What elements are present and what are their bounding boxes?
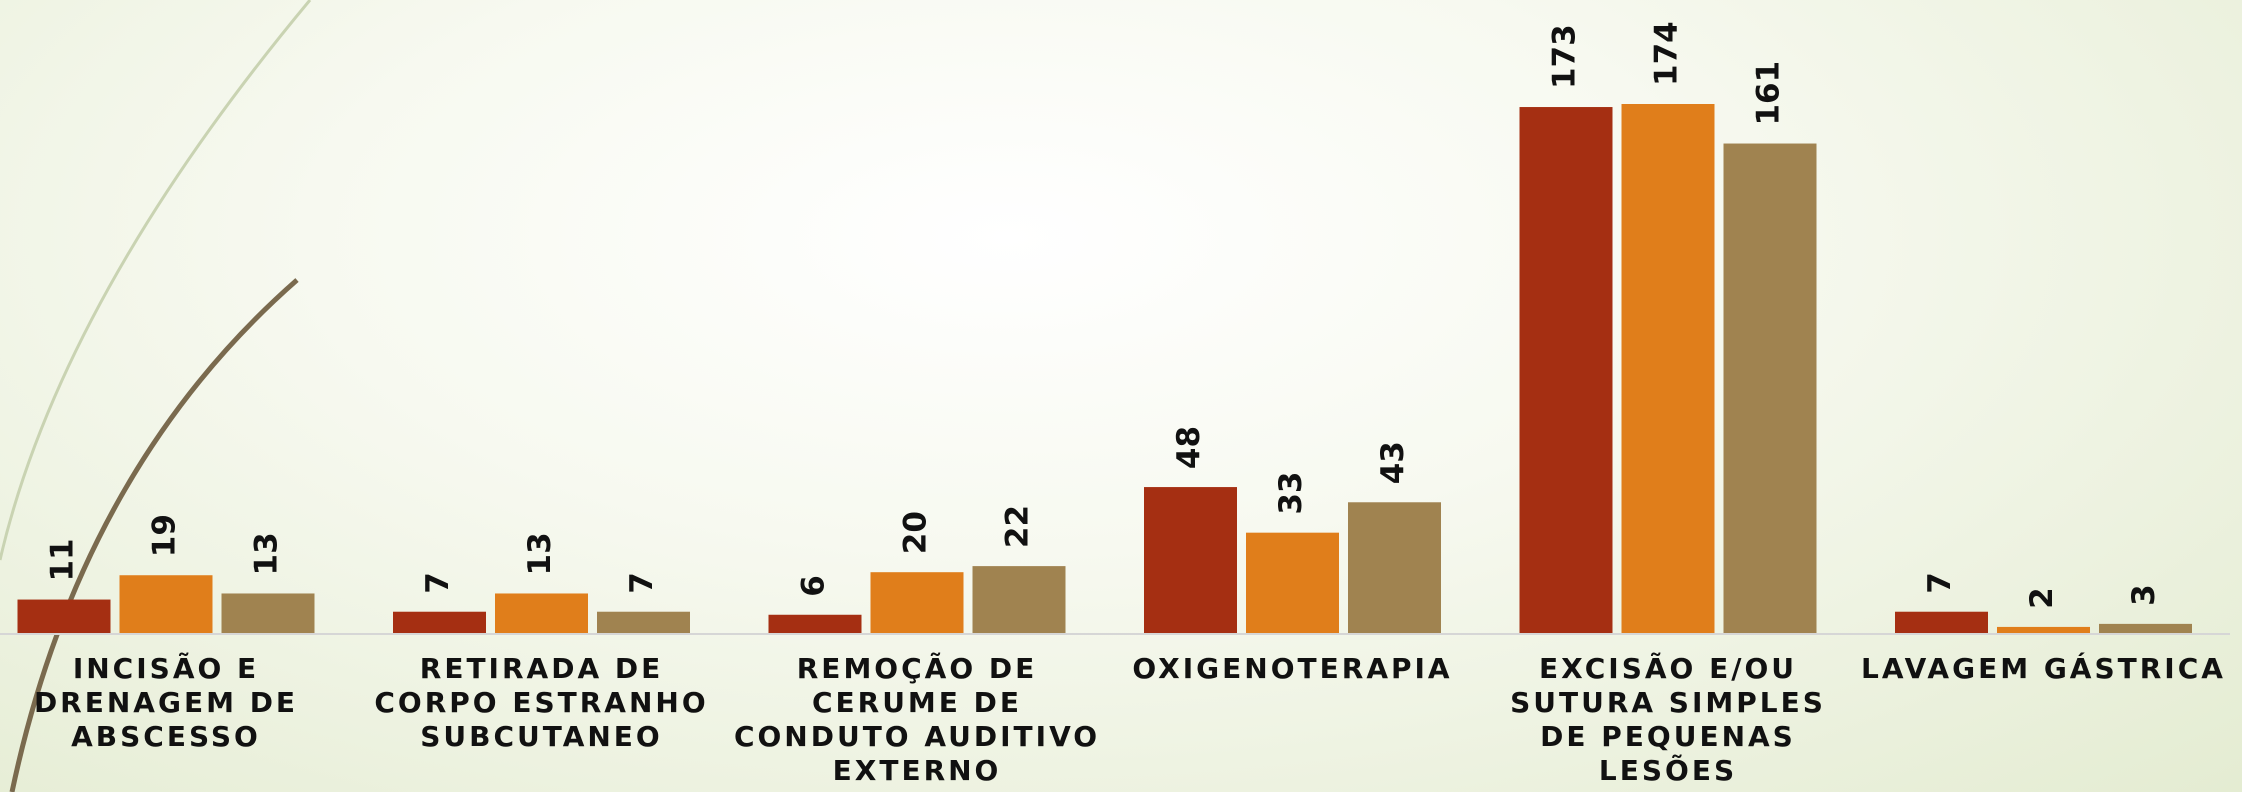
value-label: 7 [420,572,456,594]
bar [768,614,862,633]
x-tick-label: RETIRADA DE CORPO ESTRANHO SUBCUTANEO [374,652,709,753]
category-label-box: EXCISÃO E/OU SUTURA SIMPLES DE PEQUENAS … [1510,652,1826,787]
bar [1348,502,1441,633]
bar [1723,143,1817,633]
value-label: 7 [624,572,660,594]
bar [1519,107,1613,634]
value-label: 2 [2024,587,2060,609]
bar [972,566,1066,633]
bar [393,611,486,633]
bar [17,599,111,633]
value-label: 11 [45,538,81,581]
bar [1246,532,1339,633]
value-label: 43 [1375,441,1411,484]
decoration [0,0,312,561]
bar [1895,611,1988,633]
value-label: 20 [898,511,934,554]
bar [2099,623,2192,633]
category-label-box: RETIRADA DE CORPO ESTRANHO SUBCUTANEO [374,652,709,753]
bar [1144,487,1237,633]
x-tick-label: EXCISÃO E/OU SUTURA SIMPLES DE PEQUENAS … [1510,652,1826,787]
category-label-box: INCISÃO E DRENAGEM DE ABSCESSO [33,652,299,753]
bar [870,572,964,633]
bar [221,593,315,633]
bar [119,575,213,633]
bar [1997,626,2090,633]
value-label: 7 [1922,572,1958,594]
value-label: 6 [796,575,832,597]
category-label-box: LAVAGEM GÁSTRICA [1861,652,2226,685]
bar [597,611,690,633]
value-label: 161 [1751,61,1787,126]
value-label: 22 [1000,505,1036,548]
x-tick-label: OXIGENOTERAPIA [1132,652,1453,685]
x-tick-label: LAVAGEM GÁSTRICA [1861,652,2226,685]
category-label-box: OXIGENOTERAPIA [1132,652,1453,685]
x-tick-label: INCISÃO E DRENAGEM DE ABSCESSO [33,652,299,753]
decoration [9,278,299,792]
value-label: 48 [1171,426,1207,469]
value-label: 19 [147,514,183,557]
value-label: 13 [522,532,558,575]
bar [495,593,588,633]
x-tick-label: REMOÇÃO DE CERUME DE CONDUTO AUDITIVO EX… [733,652,1101,787]
value-label: 13 [249,532,285,575]
value-label: 3 [2126,584,2162,606]
value-label: 33 [1273,472,1309,515]
value-label: 174 [1649,21,1685,86]
value-label: 173 [1547,24,1583,89]
category-label-box: REMOÇÃO DE CERUME DE CONDUTO AUDITIVO EX… [733,652,1101,787]
bar [1621,104,1715,633]
